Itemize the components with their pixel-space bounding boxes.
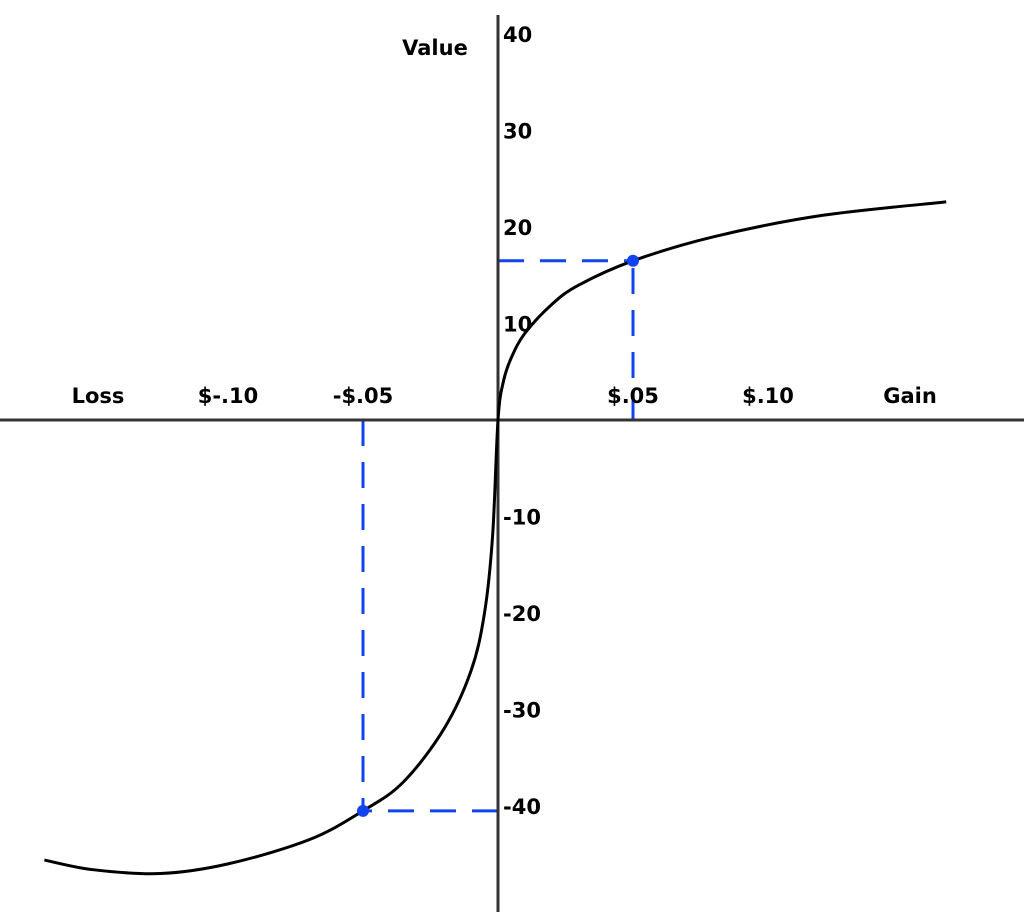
- y-tick-label: 40: [503, 23, 532, 47]
- y-tick-label: -20: [503, 602, 541, 626]
- x-tick-label: -$.05: [333, 384, 394, 408]
- y-tick-label: -40: [503, 795, 541, 819]
- highlight-point: [357, 804, 369, 817]
- x-tick-label: $-.10: [198, 384, 259, 408]
- x-tick-label: $.10: [742, 384, 794, 408]
- y-tick-label: -30: [503, 699, 541, 723]
- y-axis-label: Value: [402, 36, 468, 60]
- x-axis-label-loss: Loss: [72, 384, 125, 408]
- highlight-point: [627, 254, 639, 267]
- x-axis-label-gain: Gain: [883, 384, 937, 408]
- y-tick-label: 20: [503, 216, 532, 240]
- y-tick-label: 10: [503, 313, 532, 337]
- x-tick-label: $.05: [607, 384, 659, 408]
- y-tick-label: -10: [503, 506, 541, 530]
- y-tick-label: 30: [503, 120, 532, 144]
- value-curve: [44, 200, 947, 876]
